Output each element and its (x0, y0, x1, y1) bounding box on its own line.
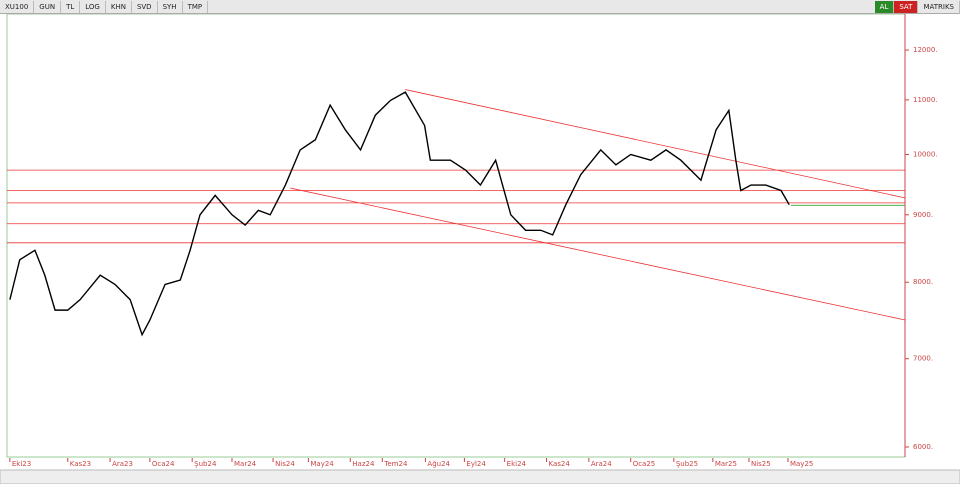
y-tick-label: 6000. (913, 443, 933, 451)
y-tick-label: 12000. (913, 46, 938, 54)
x-tick-label: Şub25 (676, 460, 698, 468)
x-tick-label: Ağu24 (427, 460, 450, 468)
toolbar-button[interactable]: SVD (132, 0, 158, 13)
x-tick-label: Ara23 (112, 460, 133, 468)
toolbar-button[interactable]: TL (61, 0, 81, 13)
toolbar-button[interactable]: KHN (106, 0, 132, 13)
toolbar-button[interactable]: SYH (158, 0, 183, 13)
x-tick-label: Nis25 (751, 460, 771, 468)
x-tick-label: May25 (790, 460, 813, 468)
x-tick-label: Eki23 (12, 460, 31, 468)
trend-line (290, 187, 906, 321)
x-tick-label: Kas23 (70, 460, 91, 468)
buy-button[interactable]: AL (874, 0, 895, 13)
x-tick-label: Mar24 (234, 460, 257, 468)
x-tick-label: Kas24 (549, 460, 571, 468)
x-tick-label: Oca25 (633, 460, 656, 468)
x-tick-label: Eki24 (507, 460, 527, 468)
price-line (9, 91, 790, 337)
toolbar-button[interactable]: GUN (34, 0, 62, 13)
y-tick-label: 8000. (913, 278, 933, 286)
toolbar-button[interactable]: LOG (80, 0, 106, 13)
trend-line (405, 89, 906, 199)
x-tick-label: Ara24 (591, 460, 612, 468)
x-tick-label: Şub24 (194, 460, 217, 468)
x-tick-label: Tem24 (383, 460, 408, 468)
x-tick-label: Oca24 (152, 460, 175, 468)
x-tick-label: Mar25 (715, 460, 737, 468)
plot-border (6, 14, 906, 458)
y-tick-label: 11000. (913, 96, 938, 104)
toolbar-button[interactable]: TMP (183, 0, 209, 13)
scrollbar[interactable] (0, 469, 960, 484)
brand: MATRIKS (918, 0, 960, 13)
toolbar: XU100 GUN TL LOG KHN SVD SYH TMP AL SAT … (0, 0, 960, 14)
y-tick-label: 7000. (913, 355, 933, 363)
y-tick-label: 10000. (913, 150, 938, 158)
x-tick-label: Nis24 (275, 460, 295, 468)
x-tick-label: May24 (310, 460, 334, 468)
x-tick-label: Haz24 (352, 460, 375, 468)
chart: 12000. 11000. 10000. 9000. 8000. 7000. 6000. Ek… (0, 14, 960, 484)
symbol[interactable]: XU100 (0, 0, 35, 13)
x-tick-label: Eyl24 (466, 460, 486, 468)
sell-button[interactable]: SAT (894, 0, 919, 13)
y-tick-label: 9000. (913, 211, 933, 219)
